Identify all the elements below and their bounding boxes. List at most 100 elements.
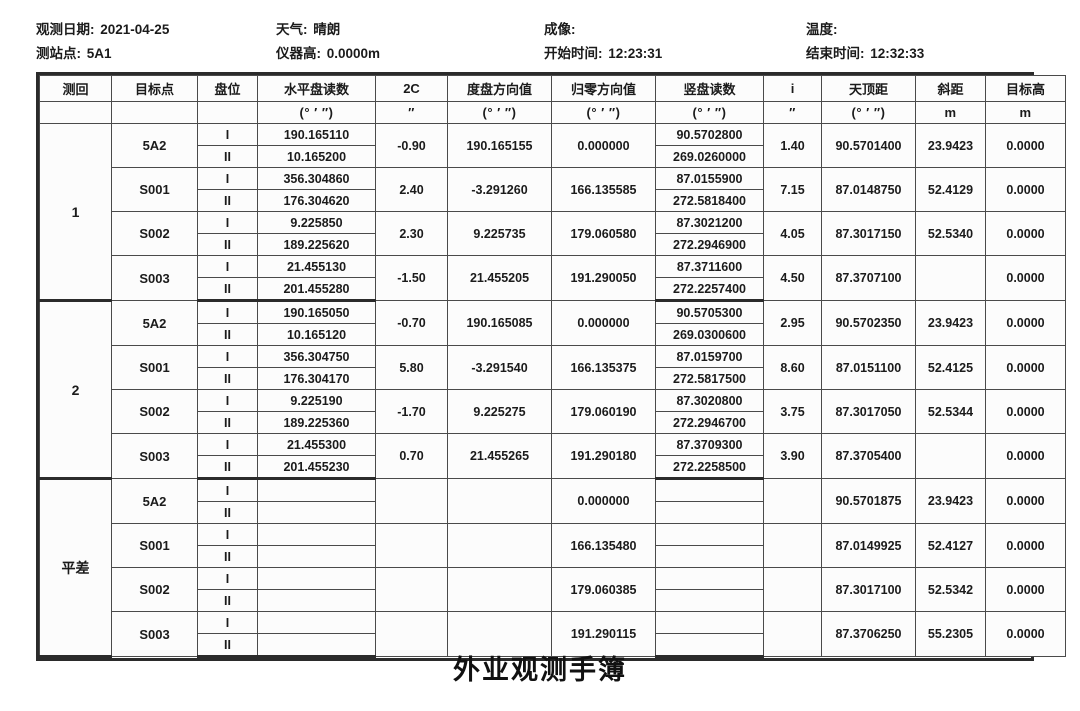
col-header-5: 度盘方向值 [447,75,552,102]
vertical-reading-cell-2 [655,633,764,658]
index-error-cell: 8.60 [763,345,822,390]
zeroed-direction-cell: 0.000000 [551,478,656,524]
face-cell-1: I [197,433,258,456]
zenith-distance-cell: 90.5701400 [821,123,916,168]
face-cell-2: II [197,145,258,168]
vertical-reading-cell-1: 87.0155900 [655,167,764,190]
table-row: II 10.165120 269.0300600 [40,323,1066,346]
horizontal-reading-cell-1 [257,611,376,634]
end-time-value: 12:32:33 [870,46,925,61]
two-c-cell: 2.30 [375,211,448,256]
target-height-cell: 0.0000 [985,389,1066,434]
face-cell-1: I [197,123,258,146]
face-cell-2: II [197,189,258,212]
table-row: S001 I 166.135480 87.0149925 52.4127 0.0000 [40,523,1066,568]
face-cell-2: II [197,455,258,480]
face-cell-1: I [197,167,258,190]
observation-table: 测回 目标点 盘位 水平盘读数 2C 度盘方向值 归零方向值 竖盘读数 i 天顶距 斜距 目标高 (°… [39,75,1066,658]
horizontal-reading-cell-1: 190.165110 [257,123,376,146]
horizontal-reading-cell-1 [257,523,376,546]
target-point-cell: S002 [111,389,198,434]
col-header-1: 目标点 [111,75,198,102]
dial-direction-cell: -3.291260 [447,167,552,212]
col-unit-5: (° ′ ″) [447,101,552,124]
index-error-cell: 3.75 [763,389,822,434]
vertical-reading-cell-1 [655,567,764,590]
horizontal-reading-cell-2: 189.225620 [257,233,376,256]
end-time-field: 结束时间: 12:32:33 [806,42,1026,66]
horizontal-reading-cell-2 [257,633,376,658]
face-cell-1: I [197,523,258,546]
dial-direction-cell: 21.455265 [447,433,552,479]
dial-direction-cell: 9.225275 [447,389,552,434]
vertical-reading-cell-1 [655,478,764,502]
table-row: S003 I 21.455300 0.70 21.455265 191.290180 87.… [40,433,1066,479]
target-point-cell: S001 [111,345,198,390]
target-height-cell: 0.0000 [985,611,1066,657]
index-error-cell: 4.05 [763,211,822,256]
vertical-reading-cell-2: 272.5817500 [655,367,764,390]
horizontal-reading-cell-2 [257,589,376,612]
target-point-cell: S003 [111,433,198,479]
two-c-cell [375,523,448,568]
table-row: II [40,545,1066,568]
dial-direction-cell: 190.165155 [447,123,552,168]
col-unit-6: (° ′ ″) [551,101,656,124]
station-point-value: 5A1 [86,46,112,61]
slope-distance-cell: 52.5342 [915,567,986,612]
dial-direction-cell: 190.165085 [447,300,552,346]
horizontal-reading-cell-1: 9.225190 [257,389,376,412]
vertical-reading-cell-2 [655,501,764,524]
col-unit-11: m [985,101,1066,124]
table-row: S003 I 21.455130 -1.50 21.455205 191.290050 87… [40,255,1066,301]
horizontal-reading-cell-1 [257,567,376,590]
horizontal-reading-cell-2: 201.455230 [257,455,376,480]
slope-distance-cell: 52.5340 [915,211,986,256]
col-header-11: 目标高 [985,75,1066,102]
col-unit-4: ″ [375,101,448,124]
slope-distance-cell: 52.4129 [915,167,986,212]
col-unit-1 [111,101,198,124]
target-height-cell: 0.0000 [985,433,1066,479]
slope-distance-cell: 52.4127 [915,523,986,568]
face-cell-2: II [197,545,258,568]
two-c-cell: -1.70 [375,389,448,434]
target-height-cell: 0.0000 [985,523,1066,568]
zeroed-direction-cell: 166.135480 [551,523,656,568]
zeroed-direction-cell: 179.060190 [551,389,656,434]
table-row: II 189.225360 272.2946700 [40,411,1066,434]
temperature-label: 温度: [806,22,838,37]
station-point-field: 测站点: 5A1 [36,42,276,66]
table-row: S001 I 356.304750 5.80 -3.291540 166.135375 87… [40,345,1066,390]
zeroed-direction-cell: 191.290050 [551,255,656,301]
weather-field: 天气: 晴朗 [276,18,544,42]
target-point-cell: 5A2 [111,300,198,346]
table-row: II [40,589,1066,612]
table-row: II [40,633,1066,658]
target-point-cell: S002 [111,567,198,612]
dial-direction-cell [447,611,552,657]
index-error-cell: 1.40 [763,123,822,168]
zenith-distance-cell: 90.5701875 [821,478,916,524]
vertical-reading-cell-2 [655,545,764,568]
horizontal-reading-cell-2: 176.304620 [257,189,376,212]
slope-distance-cell: 23.9423 [915,123,986,168]
slope-distance-cell: 23.9423 [915,300,986,346]
table-row: S002 I 179.060385 87.3017100 52.5342 0.0000 [40,567,1066,612]
horizontal-reading-cell-2 [257,501,376,524]
index-error-cell [763,611,822,657]
face-cell-1: I [197,389,258,412]
zenith-distance-cell: 87.3017050 [821,389,916,434]
table-row: S002 I 9.225190 -1.70 9.225275 179.060190 87.3… [40,389,1066,434]
zeroed-direction-cell: 0.000000 [551,300,656,346]
face-cell-1: I [197,611,258,634]
vertical-reading-cell-1: 90.5702800 [655,123,764,146]
zenith-distance-cell: 87.3706250 [821,611,916,657]
col-unit-10: m [915,101,986,124]
dial-direction-cell: 9.225735 [447,211,552,256]
vertical-reading-cell-2: 272.2946700 [655,411,764,434]
horizontal-reading-cell-2 [257,545,376,568]
target-point-cell: 5A2 [111,478,198,524]
start-time-field: 开始时间: 12:23:31 [544,42,806,66]
face-cell-2: II [197,501,258,524]
